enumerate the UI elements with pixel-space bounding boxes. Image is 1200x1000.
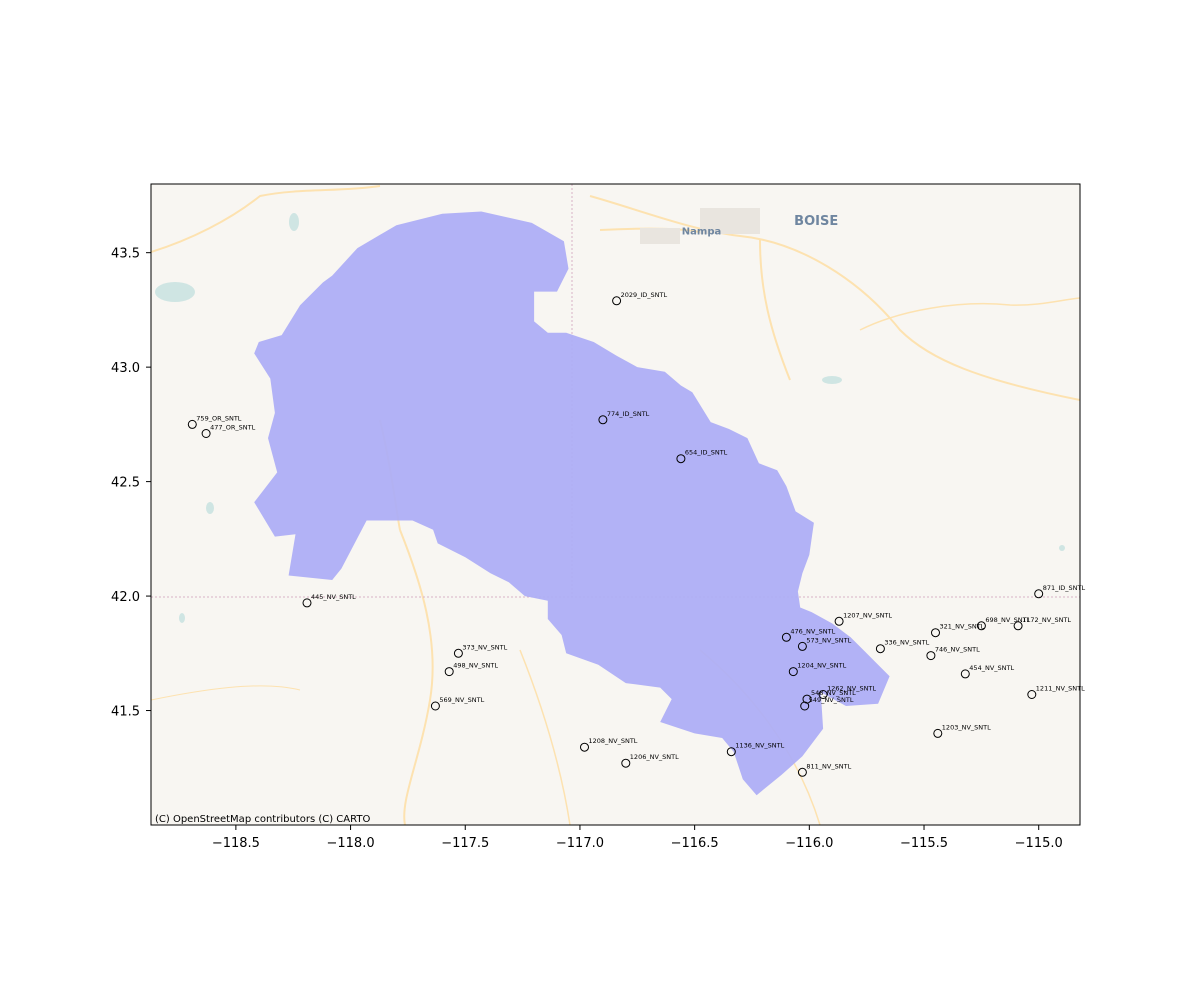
station-marker bbox=[960, 669, 970, 679]
axes-frame bbox=[150, 183, 1081, 826]
station-marker bbox=[676, 454, 686, 464]
x-tick-label: −118.0 bbox=[327, 836, 375, 851]
station-label: 336_NV_SNTL bbox=[884, 639, 929, 647]
station-label: 654_ID_SNTL bbox=[685, 449, 728, 457]
station-marker bbox=[875, 644, 885, 654]
station-marker bbox=[1027, 690, 1037, 699]
x-tick-label: −115.5 bbox=[900, 836, 948, 851]
station-label: 476_NV_SNTL bbox=[790, 627, 835, 635]
station-label: 549_NV_SNTL bbox=[809, 696, 854, 704]
basemap-labels: BOISE Nampa bbox=[682, 214, 838, 237]
station-label: 774_ID_SNTL bbox=[607, 410, 650, 418]
station-label: 548_NV_SNTL bbox=[811, 689, 856, 697]
y-tick-label: 43.0 bbox=[111, 361, 140, 376]
station-label: 569_NV_SNTL bbox=[439, 696, 484, 704]
station-label: 1208_NV_SNTL bbox=[589, 737, 638, 745]
station-marker bbox=[818, 690, 828, 699]
station-label: 1203_NV_SNTL bbox=[942, 723, 991, 731]
x-tick-label: −116.0 bbox=[785, 836, 833, 851]
station-label: 454_NV_SNTL bbox=[969, 664, 1014, 672]
station-marker bbox=[1013, 621, 1023, 631]
station-label: 811_NV_SNTL bbox=[806, 762, 851, 770]
station-marker bbox=[598, 415, 608, 425]
station-label: 498_NV_SNTL bbox=[453, 662, 498, 670]
station-marker bbox=[201, 429, 211, 438]
station-label: 477_OR_SNTL bbox=[210, 424, 255, 432]
station-marker bbox=[612, 296, 622, 306]
station-marker bbox=[931, 628, 940, 638]
station-label: 445_NV_SNTL bbox=[311, 593, 356, 601]
station-marker bbox=[1034, 589, 1044, 599]
station-label: 759_OR_SNTL bbox=[196, 414, 241, 422]
station-marker bbox=[788, 667, 798, 677]
station-markers: 2029_ID_SNTL 774_ID_SNTL 654_ID_SNTL 759_OR… bbox=[187, 291, 1086, 777]
x-tick-label: −117.5 bbox=[441, 836, 489, 851]
watershed-basin bbox=[254, 211, 890, 796]
station-label: 373_NV_SNTL bbox=[462, 643, 507, 651]
station-label: 871_ID_SNTL bbox=[1043, 584, 1086, 592]
y-tick-label: 41.5 bbox=[111, 705, 140, 720]
y-tick-label: 42.5 bbox=[111, 476, 140, 491]
station-label: 573_NV_SNTL bbox=[806, 636, 851, 644]
station-marker bbox=[444, 667, 454, 677]
basemap-label: Nampa bbox=[682, 226, 721, 237]
map-axes: BOISE Nampa 2029_ID_SNTL 774_ID_SNTL 654_ID… bbox=[150, 183, 1086, 826]
station-label: 698_NV_SNTL bbox=[985, 616, 1030, 624]
station-marker bbox=[800, 701, 810, 711]
station-label: 1136_NV_SNTL bbox=[735, 742, 784, 750]
station-marker bbox=[926, 651, 936, 661]
station-label: 746_NV_SNTL bbox=[935, 646, 980, 654]
station-marker bbox=[781, 632, 791, 642]
x-axis: −118.5 −118.0 −117.5 −117.0 −116.5 −116.0 −115… bbox=[212, 825, 1063, 851]
station-label: 321_NV_SNTL bbox=[940, 623, 985, 631]
station-label: 2029_ID_SNTL bbox=[621, 291, 668, 299]
station-marker bbox=[834, 616, 844, 626]
y-tick-label: 42.0 bbox=[111, 590, 140, 605]
basemap-label: BOISE bbox=[794, 214, 838, 229]
station-marker bbox=[726, 747, 736, 757]
basemap-city bbox=[640, 208, 760, 244]
x-tick-label: −117.0 bbox=[556, 836, 604, 851]
station-marker bbox=[580, 742, 589, 752]
station-label: 1211_NV_SNTL bbox=[1036, 685, 1085, 693]
station-marker bbox=[976, 621, 986, 631]
station-label: 1172_NV_SNTL bbox=[1022, 616, 1071, 624]
y-tick-label: 43.5 bbox=[111, 247, 140, 262]
map-attribution: (C) OpenStreetMap contributors (C) CARTO bbox=[155, 814, 370, 825]
station-marker bbox=[430, 701, 440, 711]
station-marker bbox=[621, 758, 631, 768]
station-marker bbox=[453, 648, 463, 658]
x-tick-label: −116.5 bbox=[671, 836, 719, 851]
y-axis: 41.5 42.0 42.5 43.0 43.5 bbox=[111, 247, 151, 720]
station-label: 1206_NV_SNTL bbox=[630, 753, 679, 761]
station-marker bbox=[187, 419, 197, 429]
station-label: 1204_NV_SNTL bbox=[797, 662, 846, 670]
station-marker bbox=[933, 728, 943, 738]
station-label: 1207_NV_SNTL bbox=[843, 611, 892, 619]
basemap-layer: BOISE Nampa bbox=[151, 184, 1080, 825]
x-tick-label: −115.0 bbox=[1015, 836, 1063, 851]
x-tick-label: −118.5 bbox=[212, 836, 260, 851]
station-marker bbox=[797, 767, 807, 777]
station-label: 1262_NV_SNTL bbox=[827, 685, 876, 693]
station-marker bbox=[302, 598, 312, 608]
station-marker bbox=[797, 641, 807, 651]
